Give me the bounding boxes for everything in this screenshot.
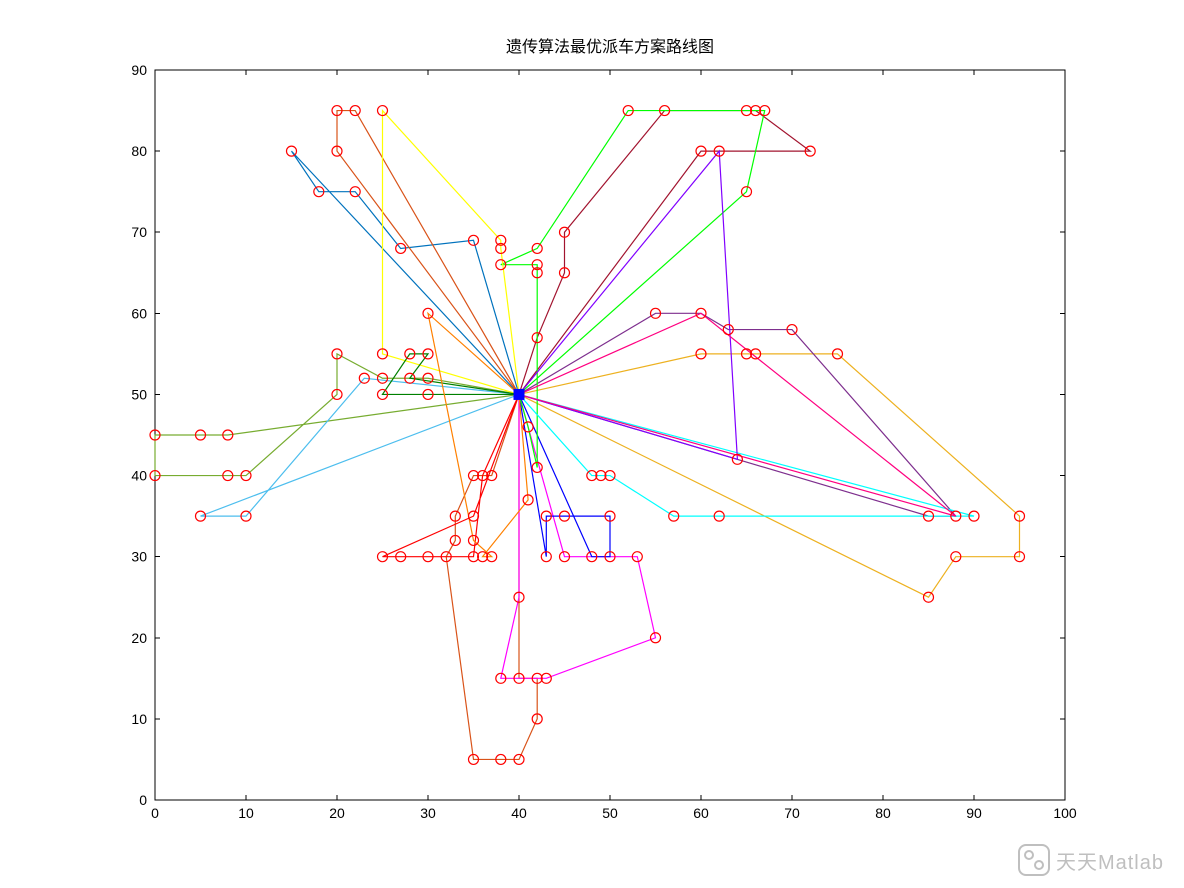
x-tick-label: 50 [602, 805, 618, 821]
x-tick-label: 70 [784, 805, 800, 821]
x-tick-label: 100 [1053, 805, 1077, 821]
y-tick-label: 10 [131, 711, 147, 727]
route-8 [501, 394, 656, 678]
chart-title: 遗传算法最优派车方案路线图 [506, 37, 714, 56]
y-tick-label: 20 [131, 630, 147, 646]
y-tick-label: 70 [131, 224, 147, 240]
route-chart: 0 10 20 30 40 50 60 70 80 90 100 0 10 20 30 40 50 60 70 80 9… [0, 0, 1184, 888]
y-tick-label: 90 [131, 62, 147, 78]
y-tick-label: 40 [131, 468, 147, 484]
x-tick-label: 10 [238, 805, 254, 821]
y-tick-label: 60 [131, 305, 147, 321]
y-tick-label: 0 [139, 792, 147, 808]
y-tick-label: 30 [131, 549, 147, 565]
route-11 [501, 111, 765, 468]
watermark-text: 天天Matlab [1056, 846, 1164, 875]
x-tick-label: 20 [329, 805, 345, 821]
x-tick-label: 60 [693, 805, 709, 821]
y-tick-label: 80 [131, 143, 147, 159]
route-16 [519, 151, 737, 459]
route-7 [519, 111, 810, 395]
route-10 [383, 394, 520, 556]
route-2 [337, 111, 519, 395]
x-tick-label: 30 [420, 805, 436, 821]
watermark: 天天Matlab [1018, 844, 1164, 876]
route-0 [292, 151, 520, 394]
route-17 [519, 313, 956, 516]
x-tick-label: 40 [511, 805, 527, 821]
chart-container: 0 10 20 30 40 50 60 70 80 90 100 0 10 20 30 40 50 60 70 80 9… [0, 0, 1184, 888]
x-tick-label: 80 [875, 805, 891, 821]
wechat-icon [1018, 844, 1050, 876]
route-14 [519, 394, 974, 516]
depot-node [514, 389, 524, 399]
route-6 [201, 378, 520, 516]
x-tick-label: 0 [151, 805, 159, 821]
route-4 [519, 313, 956, 516]
x-tick-label: 90 [966, 805, 982, 821]
y-tick-label: 50 [131, 386, 147, 402]
